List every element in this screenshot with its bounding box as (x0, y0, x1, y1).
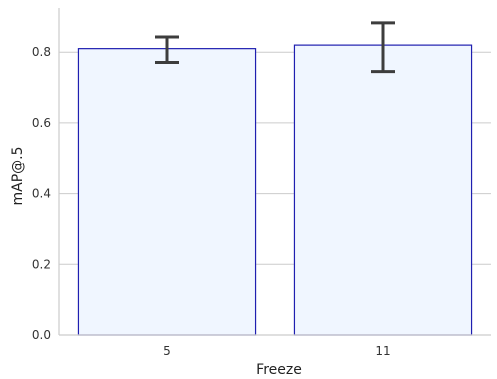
bars (77, 44, 473, 336)
x-tick-label: 11 (375, 344, 390, 358)
y-tick-label: 0.4 (32, 187, 51, 201)
x-tick-label: 5 (163, 344, 171, 358)
y-tick-label: 0.2 (32, 257, 51, 271)
y-tick-label: 0.0 (32, 328, 51, 342)
error-bars (155, 21, 395, 74)
axes (58, 8, 491, 336)
error-bar (371, 21, 395, 74)
y-tick-labels: 0.0 0.2 0.4 0.6 0.8 (32, 45, 51, 342)
y-tick-label: 0.6 (32, 116, 51, 130)
y-tick-label: 0.8 (32, 45, 51, 59)
x-axis-label: Freeze (256, 362, 302, 378)
bar (293, 44, 473, 336)
x-tick-labels: 5 11 (163, 344, 390, 358)
bar (77, 48, 257, 336)
y-axis-label: mAP@.5 (10, 146, 26, 205)
error-bar (155, 35, 179, 64)
